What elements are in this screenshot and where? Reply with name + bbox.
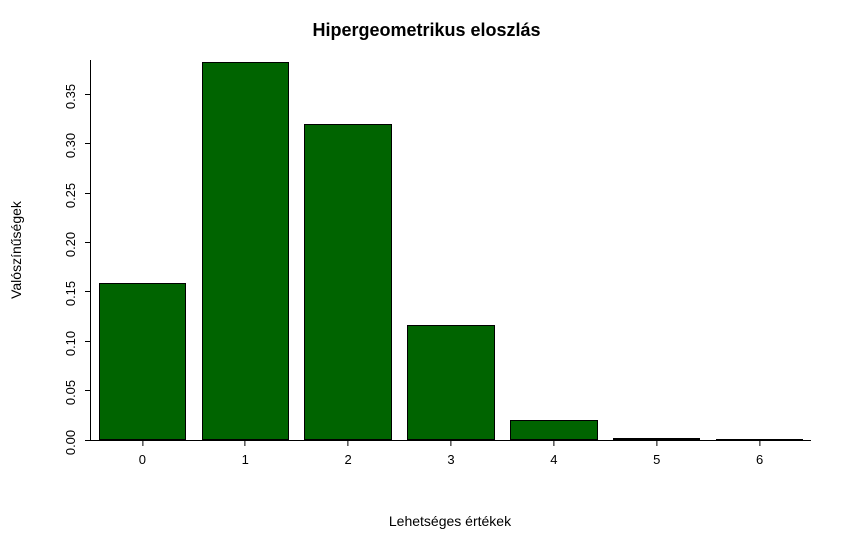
x-tick: 0 [139,440,146,467]
x-tick: 5 [653,440,660,467]
y-tick: 0.35 [56,87,91,103]
x-tick-label: 5 [653,446,660,467]
y-tick-mark [85,94,91,95]
x-axis-label: Lehetséges értékek [90,513,810,529]
y-tick: 0.15 [56,284,91,300]
x-tick-label: 3 [447,446,454,467]
x-tick: 1 [242,440,249,467]
bar [99,283,186,440]
x-tick: 6 [756,440,763,467]
plot-area: 0.000.050.100.150.200.250.300.350123456 [90,60,811,441]
bar [510,420,597,440]
x-tick-label: 1 [242,446,249,467]
y-tick: 0.10 [56,333,91,349]
chart-title: Hipergeometrikus eloszlás [0,20,853,41]
x-tick-label: 2 [345,446,352,467]
y-tick-label: 0.10 [63,327,78,356]
y-tick-label: 0.35 [63,80,78,109]
y-tick-mark [85,341,91,342]
y-tick-mark [85,143,91,144]
y-axis-label: Valószínűségek [8,60,28,440]
y-tick-mark [85,440,91,441]
y-tick: 0.25 [56,185,91,201]
bar [202,62,289,440]
x-tick-label: 0 [139,446,146,467]
y-tick: 0.30 [56,136,91,152]
bar [407,325,494,440]
y-tick: 0.20 [56,235,91,251]
y-tick-label: 0.05 [63,376,78,405]
bar [304,124,391,440]
x-tick: 2 [345,440,352,467]
y-tick-label: 0.00 [63,425,78,454]
y-tick-label: 0.30 [63,129,78,158]
y-tick-label: 0.20 [63,228,78,257]
y-tick: 0.00 [56,432,91,448]
y-tick: 0.05 [56,383,91,399]
x-tick-label: 6 [756,446,763,467]
y-tick-label: 0.25 [63,179,78,208]
x-tick: 3 [447,440,454,467]
y-tick-mark [85,193,91,194]
x-tick: 4 [550,440,557,467]
x-tick-label: 4 [550,446,557,467]
y-tick-mark [85,242,91,243]
y-tick-mark [85,291,91,292]
y-tick-mark [85,390,91,391]
y-tick-label: 0.15 [63,277,78,306]
chart-container: Hipergeometrikus eloszlás Valószínűségek… [0,0,853,541]
